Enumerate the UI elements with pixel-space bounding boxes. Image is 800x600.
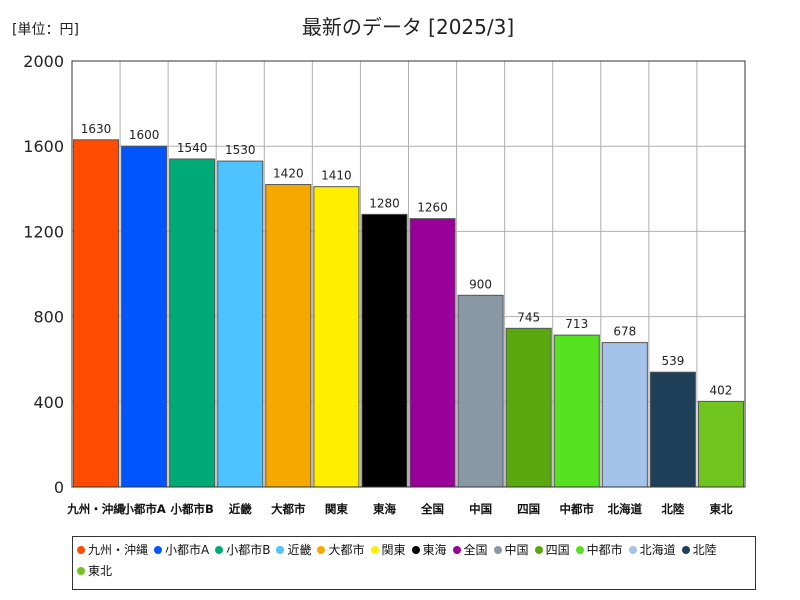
bar <box>697 400 745 488</box>
legend-label: 関東 <box>381 543 406 557</box>
y-tick-label: 1200 <box>23 222 64 241</box>
legend-marker <box>370 546 379 554</box>
x-tick-label: 東海 <box>373 502 396 516</box>
bar <box>409 218 456 488</box>
legend-item: 中国 <box>493 540 529 561</box>
plot-area: 0 400 800 1200 1600 2000 1630 九州・沖縄 1600 小都市A 1540… <box>23 52 746 516</box>
legend-item: 北陸 <box>681 540 717 561</box>
legend-item: 全国 <box>452 540 488 561</box>
legend-item: 大都市 <box>317 540 365 561</box>
legend-label: 大都市 <box>328 543 365 557</box>
legend-label: 中国 <box>504 543 529 557</box>
legend-marker <box>534 546 543 554</box>
data-label: 1530 <box>225 143 256 157</box>
legend-label: 東海 <box>422 543 447 557</box>
bar <box>361 213 408 488</box>
x-tick-label: 大都市 <box>271 502 306 516</box>
y-tick-label: 800 <box>33 308 64 327</box>
legend-item: 近畿 <box>276 540 311 561</box>
legend-item: 東北 <box>77 561 112 582</box>
legend-marker <box>276 546 285 554</box>
data-label: 1540 <box>177 141 208 155</box>
legend-label: 北海道 <box>639 543 676 557</box>
bar <box>505 327 552 488</box>
legend-item: 北海道 <box>628 540 676 561</box>
x-tick-label: 中国 <box>469 502 492 516</box>
bar <box>73 139 120 488</box>
legend-marker <box>411 546 420 554</box>
legend-label: 近畿 <box>287 543 312 557</box>
x-tick-label: 小都市B <box>170 502 214 516</box>
bar <box>217 160 264 488</box>
x-tick-label: 関東 <box>325 502 348 516</box>
bar <box>313 186 360 488</box>
y-tick-label: 0 <box>54 478 64 497</box>
legend-marker <box>452 546 461 554</box>
legend-label: 北陸 <box>692 543 717 557</box>
legend-marker <box>77 546 85 554</box>
legend-item: 小都市B <box>215 540 270 561</box>
data-label: 678 <box>613 325 636 339</box>
data-label: 1410 <box>321 169 352 183</box>
x-tick-label: 九州・沖縄 <box>66 502 125 516</box>
legend-label: 九州・沖縄 <box>88 543 149 557</box>
legend-marker <box>628 546 637 554</box>
legend-marker <box>154 546 163 554</box>
data-label: 745 <box>517 310 540 324</box>
x-tick-label: 北海道 <box>608 502 643 516</box>
legend-marker <box>317 546 326 554</box>
y-tick-label: 1600 <box>23 137 64 156</box>
legend-item: 小都市A <box>154 540 209 561</box>
legend-label: 中都市 <box>586 543 623 557</box>
x-tick-label: 北陸 <box>661 502 684 516</box>
bar <box>265 184 312 488</box>
data-label: 539 <box>661 354 684 368</box>
x-tick-label: 東北 <box>709 502 732 516</box>
legend-item: 東海 <box>411 540 447 561</box>
legend-marker <box>681 546 690 554</box>
bar <box>169 158 216 488</box>
x-tick-label: 近畿 <box>229 502 252 516</box>
legend-label: 小都市A <box>165 543 210 557</box>
chart-title: 最新のデータ [2025/3] <box>302 15 514 39</box>
x-tick-label: 小都市A <box>121 502 165 516</box>
data-label: 1280 <box>369 196 400 210</box>
legend-item: 関東 <box>370 540 406 561</box>
data-label: 900 <box>469 277 492 291</box>
x-tick-label: 四国 <box>517 502 540 516</box>
legend-label: 小都市B <box>226 543 271 557</box>
legend-marker <box>575 546 584 554</box>
x-tick-label: 中都市 <box>560 502 595 516</box>
legend: 九州・沖縄 小都市A 小都市B 近畿 大都市 関東 東海 全国 中国 四国 中都市 北海道 北陸東北 <box>72 536 756 590</box>
legend-label: 東北 <box>88 564 113 578</box>
plot-border <box>71 60 746 488</box>
bar <box>553 334 600 488</box>
data-label: 402 <box>710 383 733 397</box>
legend-marker <box>215 546 224 554</box>
data-label: 713 <box>565 317 588 331</box>
legend-item: 九州・沖縄 <box>77 540 148 561</box>
data-label: 1630 <box>81 122 112 136</box>
data-label: 1420 <box>273 167 304 181</box>
legend-marker <box>77 567 85 575</box>
data-label: 1260 <box>417 201 448 215</box>
bar <box>121 145 168 488</box>
legend-label: 四国 <box>545 543 570 557</box>
bar <box>649 371 696 488</box>
legend-item: 中都市 <box>575 540 623 561</box>
y-tick-label: 400 <box>33 393 64 412</box>
x-tick-label: 全国 <box>420 502 444 516</box>
bar <box>601 342 648 488</box>
unit-label: [単位：円] <box>12 22 79 38</box>
bar <box>457 294 504 488</box>
legend-marker <box>493 546 502 554</box>
legend-item: 四国 <box>534 540 570 561</box>
y-tick-label: 2000 <box>23 52 64 71</box>
data-label: 1600 <box>129 128 160 142</box>
legend-label: 全国 <box>463 543 488 557</box>
